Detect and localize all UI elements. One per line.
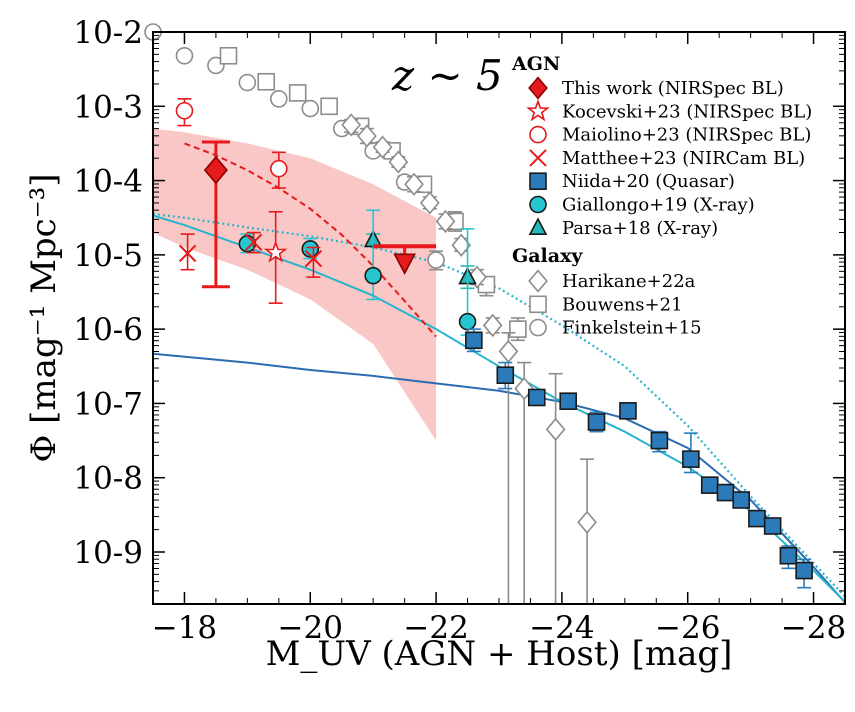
x-tick-label: −28 bbox=[781, 610, 846, 646]
legend-label-maiolino-23-nirspec-bl: Maiolino+23 (NIRSpec BL) bbox=[562, 125, 811, 146]
legend-label-matthee-23-nircam-bl: Matthee+23 (NIRCam BL) bbox=[562, 148, 805, 169]
matthee-23-nircam-bl-point bbox=[178, 244, 197, 263]
x-tick-label: −18 bbox=[152, 610, 217, 646]
niida-20-quasar-point bbox=[682, 450, 700, 468]
niida-20-quasar-point bbox=[650, 431, 669, 450]
legend-label-kocevski-23-nirspec-bl: Kocevski+23 (NIRSpec BL) bbox=[562, 101, 812, 122]
finkelstein-15-point bbox=[427, 251, 445, 269]
harikane-22a-point bbox=[577, 510, 597, 534]
axis-ticks-layer: −18 −20 −22 −24 −26 −28 10-2 10-3 10-4 10-5 10-6 10… bbox=[73, 15, 846, 646]
y-tick-label: 10-4 bbox=[73, 164, 143, 200]
legend-agn-header: AGN bbox=[511, 53, 560, 75]
harikane-22a-point bbox=[545, 417, 566, 442]
harikane-22a-point bbox=[388, 150, 409, 174]
niida-20-quasar-point bbox=[795, 561, 813, 580]
y-tick-label: 10-9 bbox=[73, 535, 143, 571]
y-tick-label: 10-6 bbox=[73, 312, 143, 348]
curve-fit-dark-blue bbox=[152, 352, 846, 604]
curve-fit-cyan-dotted bbox=[152, 212, 846, 598]
niida-20-quasar-point bbox=[716, 483, 735, 502]
harikane-22a-point bbox=[419, 191, 440, 215]
y-tick-label: 10-3 bbox=[73, 89, 143, 125]
x-tick-label: −20 bbox=[278, 610, 343, 646]
this-work-upper-limit-point bbox=[393, 253, 416, 276]
maiolino-23-nirspec-bl-point bbox=[175, 101, 194, 120]
y-tick-label: 10-8 bbox=[73, 461, 143, 497]
giallongo-19-x-ray-point bbox=[458, 312, 477, 331]
legend-marker-finkelstein-15 bbox=[529, 318, 547, 337]
finkelstein-15-point bbox=[175, 46, 194, 65]
niida-20-quasar-point bbox=[496, 366, 515, 385]
legend-marker-giallongo-19-x-ray bbox=[529, 195, 547, 214]
y-tick-label: 10-5 bbox=[73, 238, 143, 274]
x-tick-label: −22 bbox=[403, 610, 468, 646]
this-work-nirspec-bl-point bbox=[203, 155, 228, 185]
niida-20-quasar-point bbox=[619, 402, 637, 420]
x-tick-label: −24 bbox=[529, 610, 594, 646]
legend-label-bouwens-21: Bouwens+21 bbox=[562, 294, 683, 315]
niida-20-quasar-point bbox=[779, 546, 798, 565]
legend-label-finkelstein-15: Finkelstein+15 bbox=[562, 318, 702, 339]
legend-galaxy-header: Galaxy bbox=[512, 245, 583, 267]
finkelstein-15-point bbox=[301, 99, 320, 118]
niida-20-quasar-point bbox=[465, 331, 483, 350]
legend-marker-matthee-23-nircam-bl bbox=[529, 149, 547, 167]
y-tick-label: 10-7 bbox=[73, 386, 143, 422]
bouwens-21-point bbox=[288, 84, 307, 102]
legend-marker-kocevski-23-nirspec-bl bbox=[526, 98, 550, 122]
legend-marker-parsa-18-x-ray bbox=[528, 217, 548, 235]
maiolino-23-nirspec-bl-point bbox=[270, 159, 288, 178]
legend-label-giallongo-19-x-ray: Giallongo+19 (X-ray) bbox=[562, 195, 755, 216]
x-tick-label: −26 bbox=[655, 610, 720, 646]
legend-label-this-work-nirspec-bl: This work (NIRSpec BL) bbox=[562, 78, 784, 99]
legend-marker-bouwens-21 bbox=[529, 295, 547, 314]
harikane-22a-point bbox=[482, 313, 503, 338]
niida-20-quasar-point bbox=[700, 476, 719, 494]
bouwens-21-point bbox=[219, 46, 238, 65]
harikane-22a-point bbox=[404, 172, 424, 196]
matthee-23-nircam-bl-point bbox=[244, 233, 263, 251]
legend-label-harikane-22a: Harikane+22a bbox=[562, 271, 696, 292]
niida-20-quasar-point bbox=[763, 517, 782, 535]
bouwens-21-point bbox=[320, 97, 338, 116]
legend-label-niida-20-quasar: Niida+20 (Quasar) bbox=[562, 171, 735, 192]
legend-label-parsa-18-x-ray: Parsa+18 (X-ray) bbox=[562, 218, 718, 239]
legend-marker-this-work-nirspec-bl bbox=[528, 76, 548, 100]
bouwens-21-point bbox=[257, 72, 276, 91]
this-work-band bbox=[153, 128, 437, 441]
finkelstein-15-point bbox=[238, 73, 257, 92]
niida-20-quasar-point bbox=[748, 509, 766, 528]
niida-20-quasar-point bbox=[587, 413, 606, 431]
bouwens-21-point bbox=[509, 320, 527, 338]
x-axis-title: M_UV (AGN + Host) [mag] bbox=[266, 634, 733, 674]
harikane-22a-point bbox=[357, 124, 377, 148]
harikane-22a-point bbox=[435, 209, 456, 234]
data-points-layer bbox=[144, 23, 813, 604]
legend-marker-harikane-22a bbox=[528, 269, 548, 293]
niida-20-quasar-point bbox=[527, 388, 546, 407]
curve-fit-red-dashed bbox=[184, 142, 437, 338]
harikane-22a-point bbox=[498, 339, 519, 364]
legend-marker-niida-20-quasar bbox=[529, 172, 547, 190]
niida-20-quasar-point bbox=[732, 491, 751, 509]
y-axis-title: Φ [mag⁻¹ Mpc⁻³] bbox=[24, 173, 64, 462]
confidence-band-layer bbox=[153, 128, 437, 441]
giallongo-19-x-ray-point bbox=[364, 266, 382, 285]
giallongo-19-x-ray-point bbox=[301, 240, 320, 258]
niida-20-quasar-point bbox=[559, 392, 578, 411]
harikane-22a-point bbox=[341, 113, 362, 137]
kocevski-23-nirspec-bl-point bbox=[263, 240, 288, 263]
matthee-23-nircam-bl-point bbox=[304, 249, 323, 268]
harikane-22a-point bbox=[372, 135, 393, 159]
finkelstein-15-point bbox=[270, 90, 288, 108]
legend-marker-maiolino-23-nirspec-bl bbox=[529, 125, 547, 144]
y-tick-label: 10-2 bbox=[73, 15, 143, 51]
redshift-label: z ∼ 5 bbox=[391, 51, 503, 100]
